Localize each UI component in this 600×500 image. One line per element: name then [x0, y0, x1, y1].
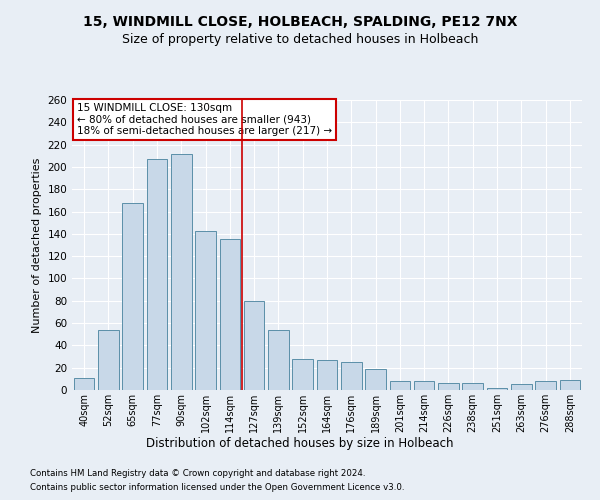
Text: 15, WINDMILL CLOSE, HOLBEACH, SPALDING, PE12 7NX: 15, WINDMILL CLOSE, HOLBEACH, SPALDING, …: [83, 15, 517, 29]
Bar: [535, 381, 556, 390]
Bar: [146, 159, 167, 390]
Bar: [171, 154, 191, 390]
Bar: [98, 330, 119, 390]
Text: Contains HM Land Registry data © Crown copyright and database right 2024.: Contains HM Land Registry data © Crown c…: [30, 468, 365, 477]
Text: Distribution of detached houses by size in Holbeach: Distribution of detached houses by size …: [146, 438, 454, 450]
Bar: [220, 240, 240, 390]
Bar: [463, 384, 483, 390]
Bar: [122, 202, 143, 390]
Bar: [317, 360, 337, 390]
Bar: [268, 330, 289, 390]
Bar: [244, 301, 265, 390]
Bar: [560, 380, 580, 390]
Bar: [195, 230, 216, 390]
Text: 15 WINDMILL CLOSE: 130sqm
← 80% of detached houses are smaller (943)
18% of semi: 15 WINDMILL CLOSE: 130sqm ← 80% of detac…: [77, 103, 332, 136]
Text: Size of property relative to detached houses in Holbeach: Size of property relative to detached ho…: [122, 32, 478, 46]
Bar: [74, 378, 94, 390]
Text: Contains public sector information licensed under the Open Government Licence v3: Contains public sector information licen…: [30, 484, 404, 492]
Bar: [511, 384, 532, 390]
Bar: [389, 381, 410, 390]
Y-axis label: Number of detached properties: Number of detached properties: [32, 158, 42, 332]
Bar: [341, 362, 362, 390]
Bar: [365, 369, 386, 390]
Bar: [414, 381, 434, 390]
Bar: [292, 359, 313, 390]
Bar: [487, 388, 508, 390]
Bar: [438, 384, 459, 390]
